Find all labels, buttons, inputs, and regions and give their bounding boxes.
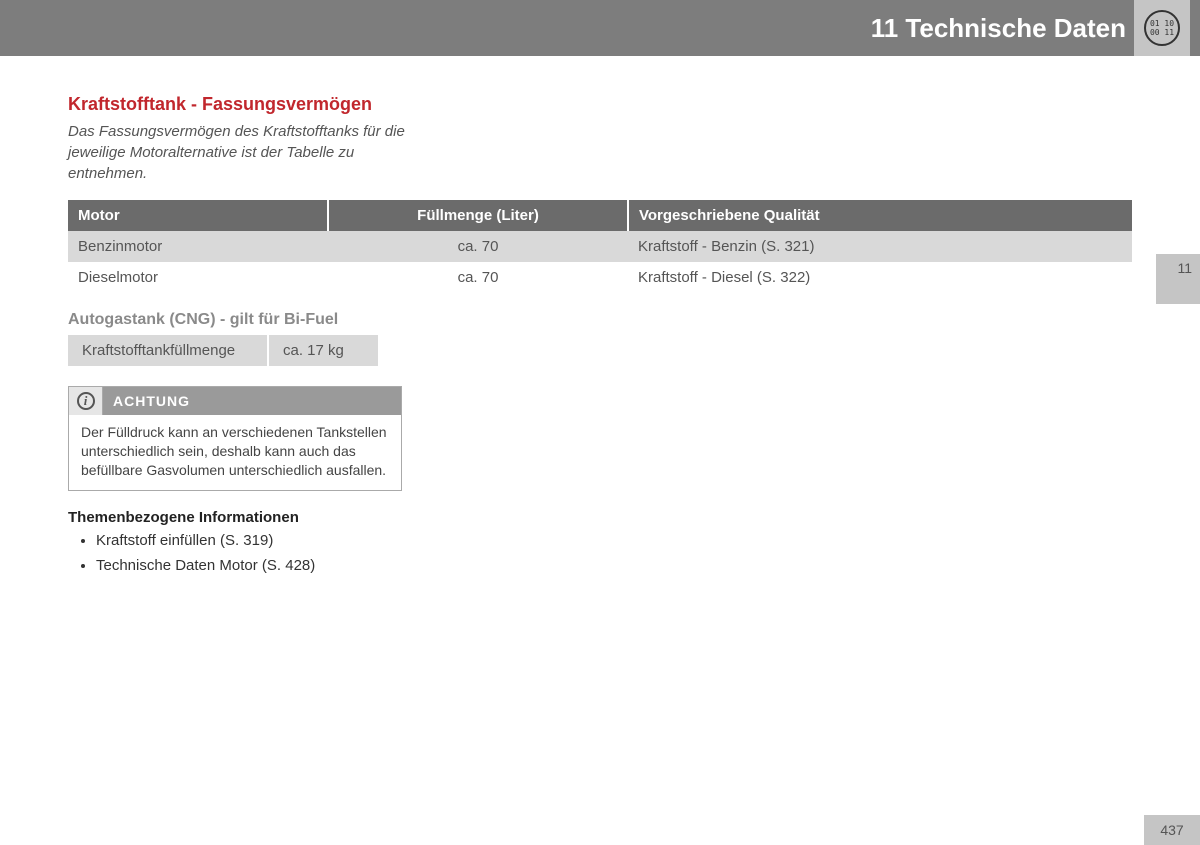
table-row: Dieselmotor ca. 70 Kraftstoff - Diesel (… xyxy=(68,262,1132,293)
cell-fill: ca. 70 xyxy=(328,231,628,262)
note-body: Der Fülldruck kann an verschiedenen Tank… xyxy=(69,415,401,490)
fuel-table: Motor Füllmenge (Liter) Vorgeschriebene … xyxy=(68,200,1132,293)
related-heading: Themenbezogene Informationen xyxy=(68,509,1132,526)
cell-motor: Benzinmotor xyxy=(68,231,328,262)
cell-quality: Kraftstoff - Benzin (S. 321) xyxy=(628,231,1132,262)
cell-fill: ca. 70 xyxy=(328,262,628,293)
info-icon: i xyxy=(77,392,95,410)
list-item: Kraftstoff einfüllen (S. 319) xyxy=(96,532,1132,549)
page-content: Kraftstofftank - Fassungsvermögen Das Fa… xyxy=(0,56,1200,574)
col-header-quality: Vorgeschriebene Qualität xyxy=(628,200,1132,231)
cell-motor: Dieselmotor xyxy=(68,262,328,293)
page-header: 11 Technische Daten 01 1000 11 xyxy=(0,0,1200,56)
cng-table: Kraftstofftankfüllmenge ca. 17 kg xyxy=(68,335,378,366)
table-row: Benzinmotor ca. 70 Kraftstoff - Benzin (… xyxy=(68,231,1132,262)
note-header: i ACHTUNG xyxy=(69,387,401,415)
note-box: i ACHTUNG Der Fülldruck kann an verschie… xyxy=(68,386,402,491)
related-list: Kraftstoff einfüllen (S. 319) Technische… xyxy=(68,532,1132,574)
list-item: Technische Daten Motor (S. 428) xyxy=(96,557,1132,574)
header-title: 11 Technische Daten xyxy=(871,13,1126,44)
cng-label: Kraftstofftankfüllmenge xyxy=(68,335,268,366)
header-icon-wrap: 01 1000 11 xyxy=(1134,0,1190,56)
note-title: ACHTUNG xyxy=(103,387,401,415)
cell-quality: Kraftstoff - Diesel (S. 322) xyxy=(628,262,1132,293)
section-intro: Das Fassungsvermögen des Kraftstofftanks… xyxy=(68,121,408,184)
binary-circle-icon: 01 1000 11 xyxy=(1144,10,1180,46)
cng-value: ca. 17 kg xyxy=(268,335,378,366)
note-icon-cell: i xyxy=(69,387,103,415)
col-header-motor: Motor xyxy=(68,200,328,231)
section-title: Kraftstofftank - Fassungsvermögen xyxy=(68,94,1132,115)
page-number: 437 xyxy=(1144,815,1200,845)
col-header-fill: Füllmenge (Liter) xyxy=(328,200,628,231)
chapter-tab: 11 xyxy=(1156,254,1200,304)
table-header-row: Motor Füllmenge (Liter) Vorgeschriebene … xyxy=(68,200,1132,231)
cng-heading: Autogastank (CNG) - gilt für Bi-Fuel xyxy=(68,311,1132,329)
table-row: Kraftstofftankfüllmenge ca. 17 kg xyxy=(68,335,378,366)
